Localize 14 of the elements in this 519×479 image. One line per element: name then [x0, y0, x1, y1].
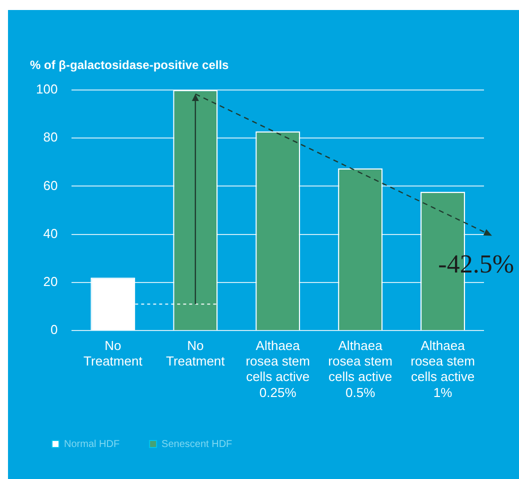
x-tick-label: No Treatment	[84, 338, 143, 369]
legend-label: Senescent HDF	[162, 438, 232, 450]
legend-label: Normal HDF	[64, 438, 120, 450]
y-axis-title: % of β-galactosidase-positive cells	[30, 58, 229, 72]
y-tick-label: 80	[43, 130, 58, 145]
x-tick-label: No Treatment	[166, 338, 226, 369]
x-tick-label: Althaea rosea stem cells active 0.25%	[246, 338, 310, 400]
y-tick-label: 60	[43, 178, 58, 193]
y-tick-label: 0	[50, 322, 58, 338]
y-tick-label: 100	[36, 82, 58, 97]
y-tick-label: 20	[43, 274, 58, 290]
x-tick-label: Althaea rosea stem cells active 0.5%	[328, 338, 392, 400]
x-tick-label: Althaea rosea stem cells active 1%	[410, 338, 475, 400]
y-tick-label: 40	[43, 226, 58, 241]
